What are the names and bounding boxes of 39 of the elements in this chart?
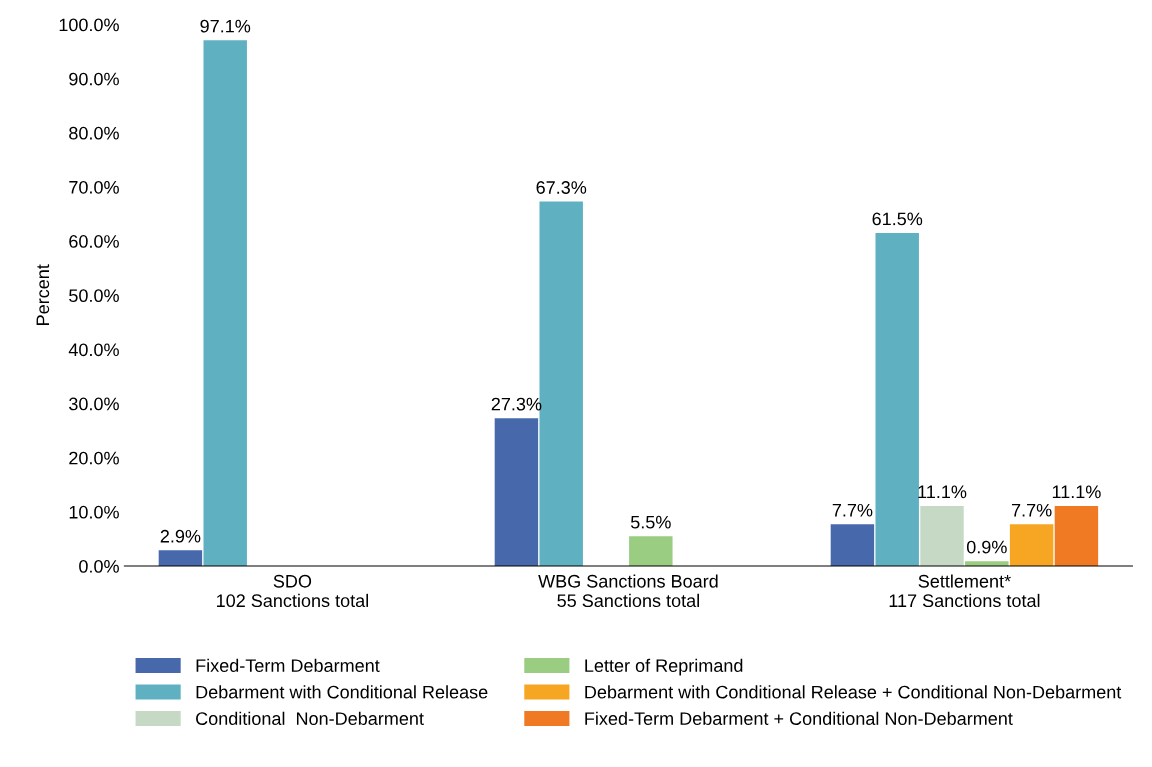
y-tick-label: 0.0% (79, 559, 119, 573)
y-axis-title: Percent (36, 264, 50, 325)
data-label: 0.9% (966, 540, 1007, 554)
x-tick-label: Settlement* 117 Sanctions total (889, 574, 1040, 608)
y-tick-label: 40.0% (68, 343, 119, 357)
y-tick-label: 10.0% (69, 505, 119, 519)
data-label: 67.3% (536, 181, 587, 194)
data-label: 5.5% (630, 515, 671, 529)
bar (629, 536, 673, 567)
legend-label: Debarment with Conditional Release + Conditional Non-Debarment (585, 685, 1122, 699)
data-label: 7.7% (1011, 503, 1052, 517)
bar (920, 505, 964, 567)
legend-label: Fixed-Term Debarment + Conditional Non-Debarment (585, 711, 1013, 725)
y-tick-label: 20.0% (69, 451, 119, 465)
y-tick-label: 70.0% (69, 180, 119, 194)
y-tick-label: 30.0% (69, 397, 119, 411)
y-tick-label: 50.0% (69, 289, 119, 303)
legend-label: Debarment with Conditional Release (196, 685, 488, 699)
y-tick-label: 100.0% (59, 18, 119, 32)
data-label: 11.1% (1052, 485, 1101, 499)
data-label: 61.5% (872, 212, 923, 226)
bar (830, 524, 875, 567)
y-tick-label: 60.0% (69, 235, 119, 248)
bar (1054, 505, 1099, 567)
data-label: 97.1% (200, 19, 251, 33)
legend-label: Letter of Reprimand (585, 658, 743, 676)
bar (158, 550, 203, 567)
y-tick-label: 80.0% (69, 126, 119, 140)
bar (1009, 524, 1054, 567)
x-tick-label: SDO 102 Sanctions total (217, 574, 368, 608)
legend-label: Fixed-Term Debarment (196, 658, 380, 673)
x-tick-label: WBG Sanctions Board 55 Sanctions total (538, 574, 718, 608)
legend-label: Conditional Non-Debarment (196, 711, 424, 725)
data-label: 7.7% (832, 503, 873, 517)
y-tick-label: 90.0% (69, 72, 119, 86)
bar (494, 418, 539, 567)
bar (875, 233, 919, 567)
data-label: 2.9% (160, 529, 201, 543)
bar (203, 40, 247, 567)
